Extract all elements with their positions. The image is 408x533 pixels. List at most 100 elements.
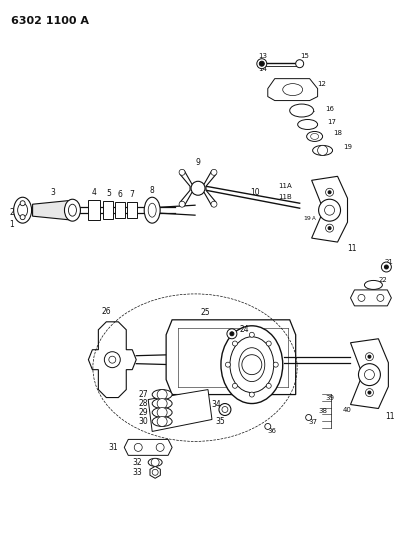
Text: 10: 10 [250, 188, 259, 197]
Circle shape [273, 362, 278, 367]
Text: 15: 15 [300, 53, 309, 59]
Circle shape [226, 362, 231, 367]
Circle shape [266, 341, 271, 346]
FancyBboxPatch shape [115, 202, 125, 218]
Circle shape [20, 201, 25, 206]
Circle shape [20, 215, 25, 220]
Circle shape [157, 390, 167, 400]
Circle shape [191, 181, 205, 195]
Ellipse shape [64, 199, 80, 221]
Ellipse shape [283, 84, 303, 95]
Circle shape [134, 443, 142, 451]
Polygon shape [350, 290, 391, 306]
Text: 16: 16 [325, 106, 334, 111]
Text: 25: 25 [200, 309, 210, 317]
Text: 11: 11 [347, 244, 356, 253]
Text: 6: 6 [118, 190, 123, 199]
Circle shape [296, 60, 304, 68]
Circle shape [157, 416, 167, 426]
Text: 38: 38 [318, 408, 327, 414]
Circle shape [265, 423, 271, 430]
Text: 31: 31 [109, 443, 118, 452]
Circle shape [384, 265, 388, 269]
Ellipse shape [230, 337, 274, 393]
Ellipse shape [152, 390, 172, 400]
Text: 8: 8 [150, 186, 155, 195]
Circle shape [317, 146, 328, 156]
Circle shape [319, 199, 341, 221]
Circle shape [266, 383, 271, 389]
Ellipse shape [69, 204, 76, 216]
Text: 32: 32 [133, 458, 142, 467]
Polygon shape [350, 339, 388, 408]
Text: 23: 23 [370, 297, 379, 303]
Ellipse shape [152, 399, 172, 408]
Polygon shape [180, 171, 216, 206]
Text: 40: 40 [343, 407, 352, 413]
Text: 33: 33 [133, 468, 142, 477]
Text: 27: 27 [139, 390, 148, 399]
Circle shape [368, 391, 371, 394]
Text: 11B: 11B [278, 194, 292, 200]
Circle shape [364, 370, 375, 379]
Circle shape [242, 354, 262, 375]
Text: A: A [312, 216, 315, 221]
Text: 29: 29 [139, 408, 148, 417]
FancyBboxPatch shape [89, 200, 100, 220]
Circle shape [306, 415, 312, 421]
Circle shape [157, 408, 167, 417]
Circle shape [366, 353, 373, 361]
Circle shape [325, 205, 335, 215]
Ellipse shape [144, 197, 160, 223]
Circle shape [222, 407, 228, 413]
Circle shape [152, 470, 158, 475]
Circle shape [219, 403, 231, 416]
Polygon shape [166, 320, 296, 394]
Text: 18: 18 [333, 131, 342, 136]
Text: 19: 19 [304, 216, 312, 221]
Ellipse shape [239, 348, 265, 382]
Text: 2: 2 [10, 208, 14, 217]
Text: 19: 19 [343, 144, 352, 150]
Text: 26: 26 [102, 308, 111, 317]
Text: 7: 7 [130, 190, 135, 199]
Circle shape [211, 201, 217, 207]
Text: 28: 28 [139, 399, 148, 408]
Ellipse shape [18, 203, 28, 217]
Ellipse shape [313, 146, 333, 156]
Polygon shape [268, 79, 317, 101]
Circle shape [328, 227, 331, 230]
Circle shape [377, 294, 384, 301]
Ellipse shape [152, 416, 172, 426]
Text: 11: 11 [386, 412, 395, 421]
Text: 30: 30 [138, 417, 148, 426]
Text: 6302 1100 A: 6302 1100 A [11, 16, 89, 26]
Circle shape [249, 332, 254, 337]
Circle shape [233, 383, 237, 389]
Ellipse shape [298, 119, 317, 130]
Circle shape [326, 224, 334, 232]
Text: 4: 4 [92, 188, 97, 197]
Ellipse shape [310, 133, 319, 140]
Text: 14: 14 [258, 66, 267, 71]
Text: 34: 34 [211, 400, 221, 409]
Circle shape [179, 201, 185, 207]
Polygon shape [150, 466, 160, 478]
Text: 13: 13 [258, 53, 267, 59]
Circle shape [109, 356, 116, 363]
Ellipse shape [148, 203, 156, 217]
Text: 22: 22 [378, 277, 387, 283]
Text: 24: 24 [239, 325, 249, 334]
Circle shape [233, 341, 237, 346]
Polygon shape [89, 322, 136, 398]
Circle shape [151, 458, 159, 466]
Polygon shape [124, 439, 172, 455]
Ellipse shape [152, 408, 172, 417]
Circle shape [381, 262, 391, 272]
Circle shape [257, 59, 267, 69]
Polygon shape [312, 176, 348, 242]
Circle shape [366, 389, 373, 397]
Text: 12: 12 [317, 80, 326, 87]
Circle shape [211, 169, 217, 175]
Text: 3: 3 [50, 188, 55, 197]
